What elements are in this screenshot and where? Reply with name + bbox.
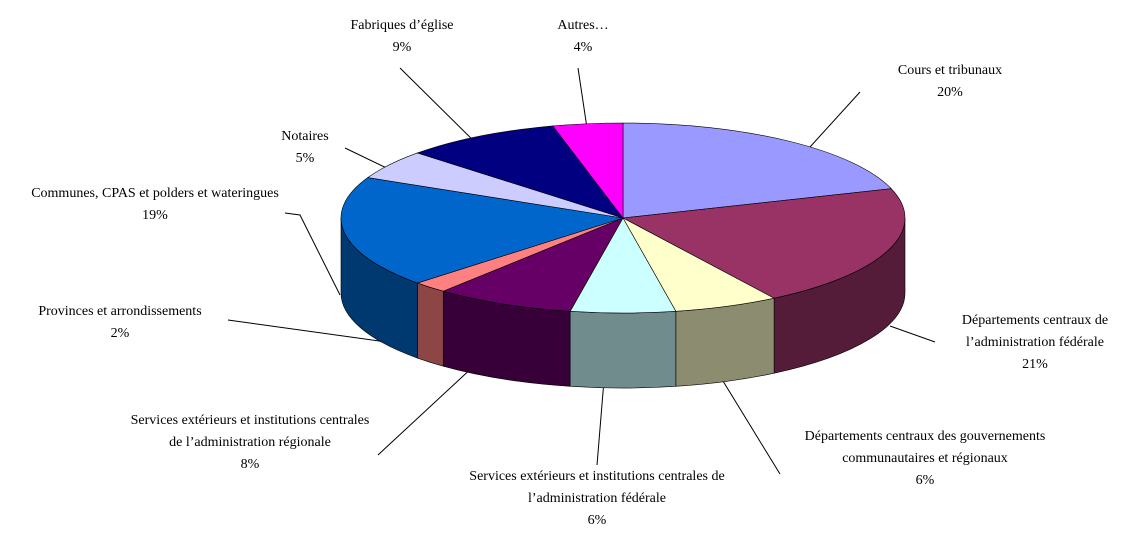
slice-label: Départements centraux de l’administratio… bbox=[930, 310, 1134, 376]
label-value: 9% bbox=[392, 40, 412, 55]
slice-label: Provinces et arrondissements 2% bbox=[0, 301, 240, 345]
label-value: 6% bbox=[915, 473, 935, 488]
leader-line bbox=[227, 319, 409, 346]
slice-label: Départements centraux des gouvernements … bbox=[800, 426, 1050, 492]
label-name: Services extérieurs et institutions cent… bbox=[130, 413, 370, 450]
slice-side bbox=[569, 310, 677, 389]
slice bbox=[552, 122, 624, 219]
slice-label: Fabriques d’église 9% bbox=[322, 15, 482, 59]
slice-side bbox=[675, 297, 775, 387]
label-value: 2% bbox=[110, 326, 130, 341]
slice bbox=[622, 122, 892, 219]
leader-line bbox=[714, 367, 781, 475]
pie bbox=[340, 122, 906, 389]
label-value: 5% bbox=[295, 151, 315, 166]
slice-label: Autres… 4% bbox=[523, 15, 643, 59]
label-name: Départements centraux de l’administratio… bbox=[961, 313, 1109, 350]
label-name: Provinces et arrondissements bbox=[38, 304, 202, 319]
leader-line bbox=[889, 325, 936, 343]
label-name: Autres… bbox=[557, 18, 609, 33]
label-value: 8% bbox=[240, 457, 260, 472]
label-name: Fabriques d’église bbox=[350, 18, 454, 33]
label-name: Départements centraux des gouvernements … bbox=[804, 429, 1046, 466]
label-value: 4% bbox=[573, 40, 593, 55]
slice-label: Communes, CPAS et polders et wateringues… bbox=[15, 183, 295, 227]
label-name: Services extérieurs et institutions cent… bbox=[469, 469, 725, 506]
slice-label: Services extérieurs et institutions cent… bbox=[125, 410, 375, 476]
slice bbox=[621, 188, 906, 299]
slice bbox=[442, 217, 624, 312]
label-name: Communes, CPAS et polders et wateringues bbox=[31, 186, 279, 201]
slice bbox=[340, 177, 624, 284]
slice-label: Cours et tribunaux 20% bbox=[850, 60, 1050, 104]
label-name: Cours et tribunaux bbox=[897, 63, 1003, 78]
slice-label: Notaires 5% bbox=[245, 126, 365, 170]
label-name: Notaires bbox=[281, 129, 329, 144]
slice bbox=[416, 125, 624, 219]
label-value: 21% bbox=[1022, 357, 1048, 372]
label-value: 19% bbox=[142, 208, 168, 223]
slice-side bbox=[417, 282, 444, 367]
leader-line bbox=[284, 212, 341, 296]
label-value: 20% bbox=[937, 85, 963, 100]
slice-label: Services extérieurs et institutions cent… bbox=[467, 466, 727, 532]
label-value: 6% bbox=[587, 513, 607, 528]
leader-line bbox=[377, 364, 476, 456]
